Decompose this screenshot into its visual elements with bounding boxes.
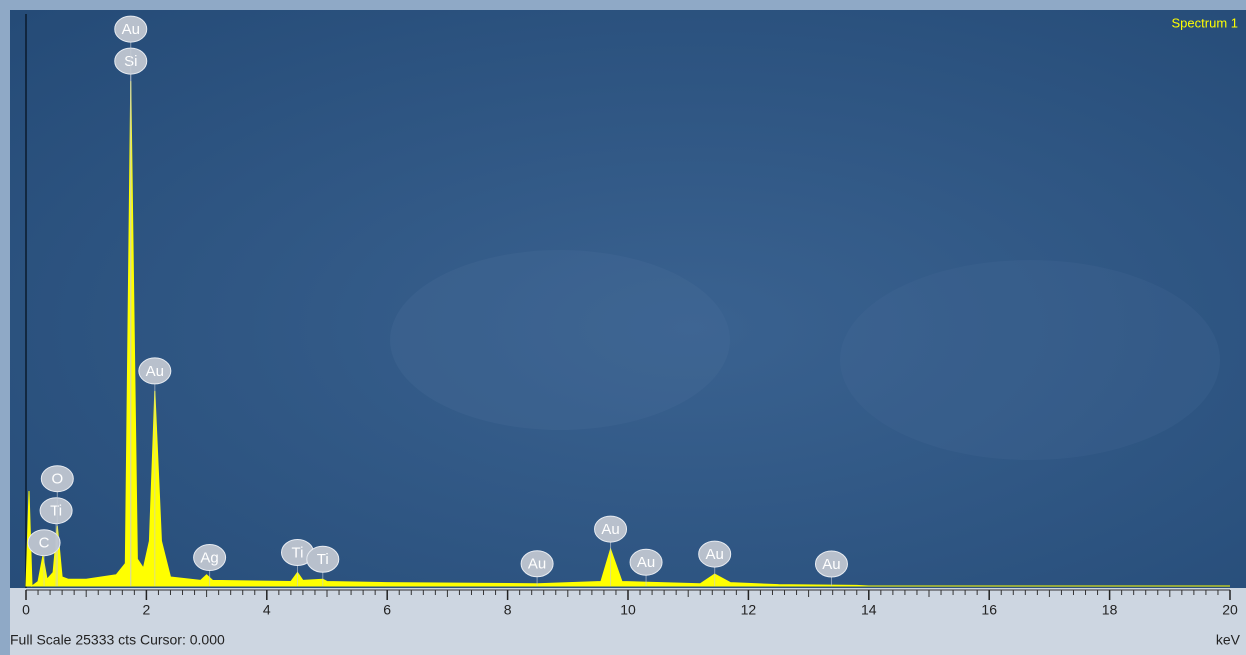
x-axis-unit: keV [1216,632,1241,648]
peak-label-bubble [629,548,663,576]
x-tick-label: 20 [1222,602,1238,618]
background-texture [390,250,730,430]
peak-label: C [39,535,50,552]
spectrum-title: Spectrum 1 [1172,15,1238,30]
peak-label-bubble [27,529,61,557]
background-texture [840,260,1220,460]
peak-label-bubble [306,545,340,573]
peak-label: Au [122,21,140,38]
peak-label: Au [637,554,655,571]
peak-label: Ti [317,551,329,568]
peak-label: O [51,471,63,488]
x-tick-label: 12 [741,602,757,618]
peak-label-bubble [594,515,628,543]
x-tick-label: 16 [981,602,997,618]
peak-label: Ti [50,503,62,520]
peak-label-bubble [814,550,848,578]
x-tick-label: 0 [22,602,30,618]
peak-label-bubble [138,357,172,385]
peak-label-bubble [698,540,732,568]
peak-label: Ag [200,550,218,567]
peak-label-bubble [114,15,148,43]
x-tick-label: 2 [143,602,151,618]
peak-label: Au [146,363,164,380]
x-tick-label: 8 [504,602,512,618]
peak-label-bubble [520,550,554,578]
peak-label-bubble [40,465,74,493]
plot-area [10,10,1246,588]
peak-label-bubble [193,544,227,572]
x-tick-label: 14 [861,602,877,618]
peak-label: Au [822,556,840,573]
peak-label: Au [601,521,619,538]
peak-label: Au [706,546,724,563]
x-tick-label: 10 [620,602,636,618]
x-tick-label: 4 [263,602,271,618]
peak-label: Ti [292,544,304,561]
x-tick-label: 6 [383,602,391,618]
peak-label-bubble [39,497,73,525]
peak-label: Au [528,556,546,573]
x-tick-label: 18 [1102,602,1118,618]
status-footer: Full Scale 25333 cts Cursor: 0.000 [10,632,225,648]
